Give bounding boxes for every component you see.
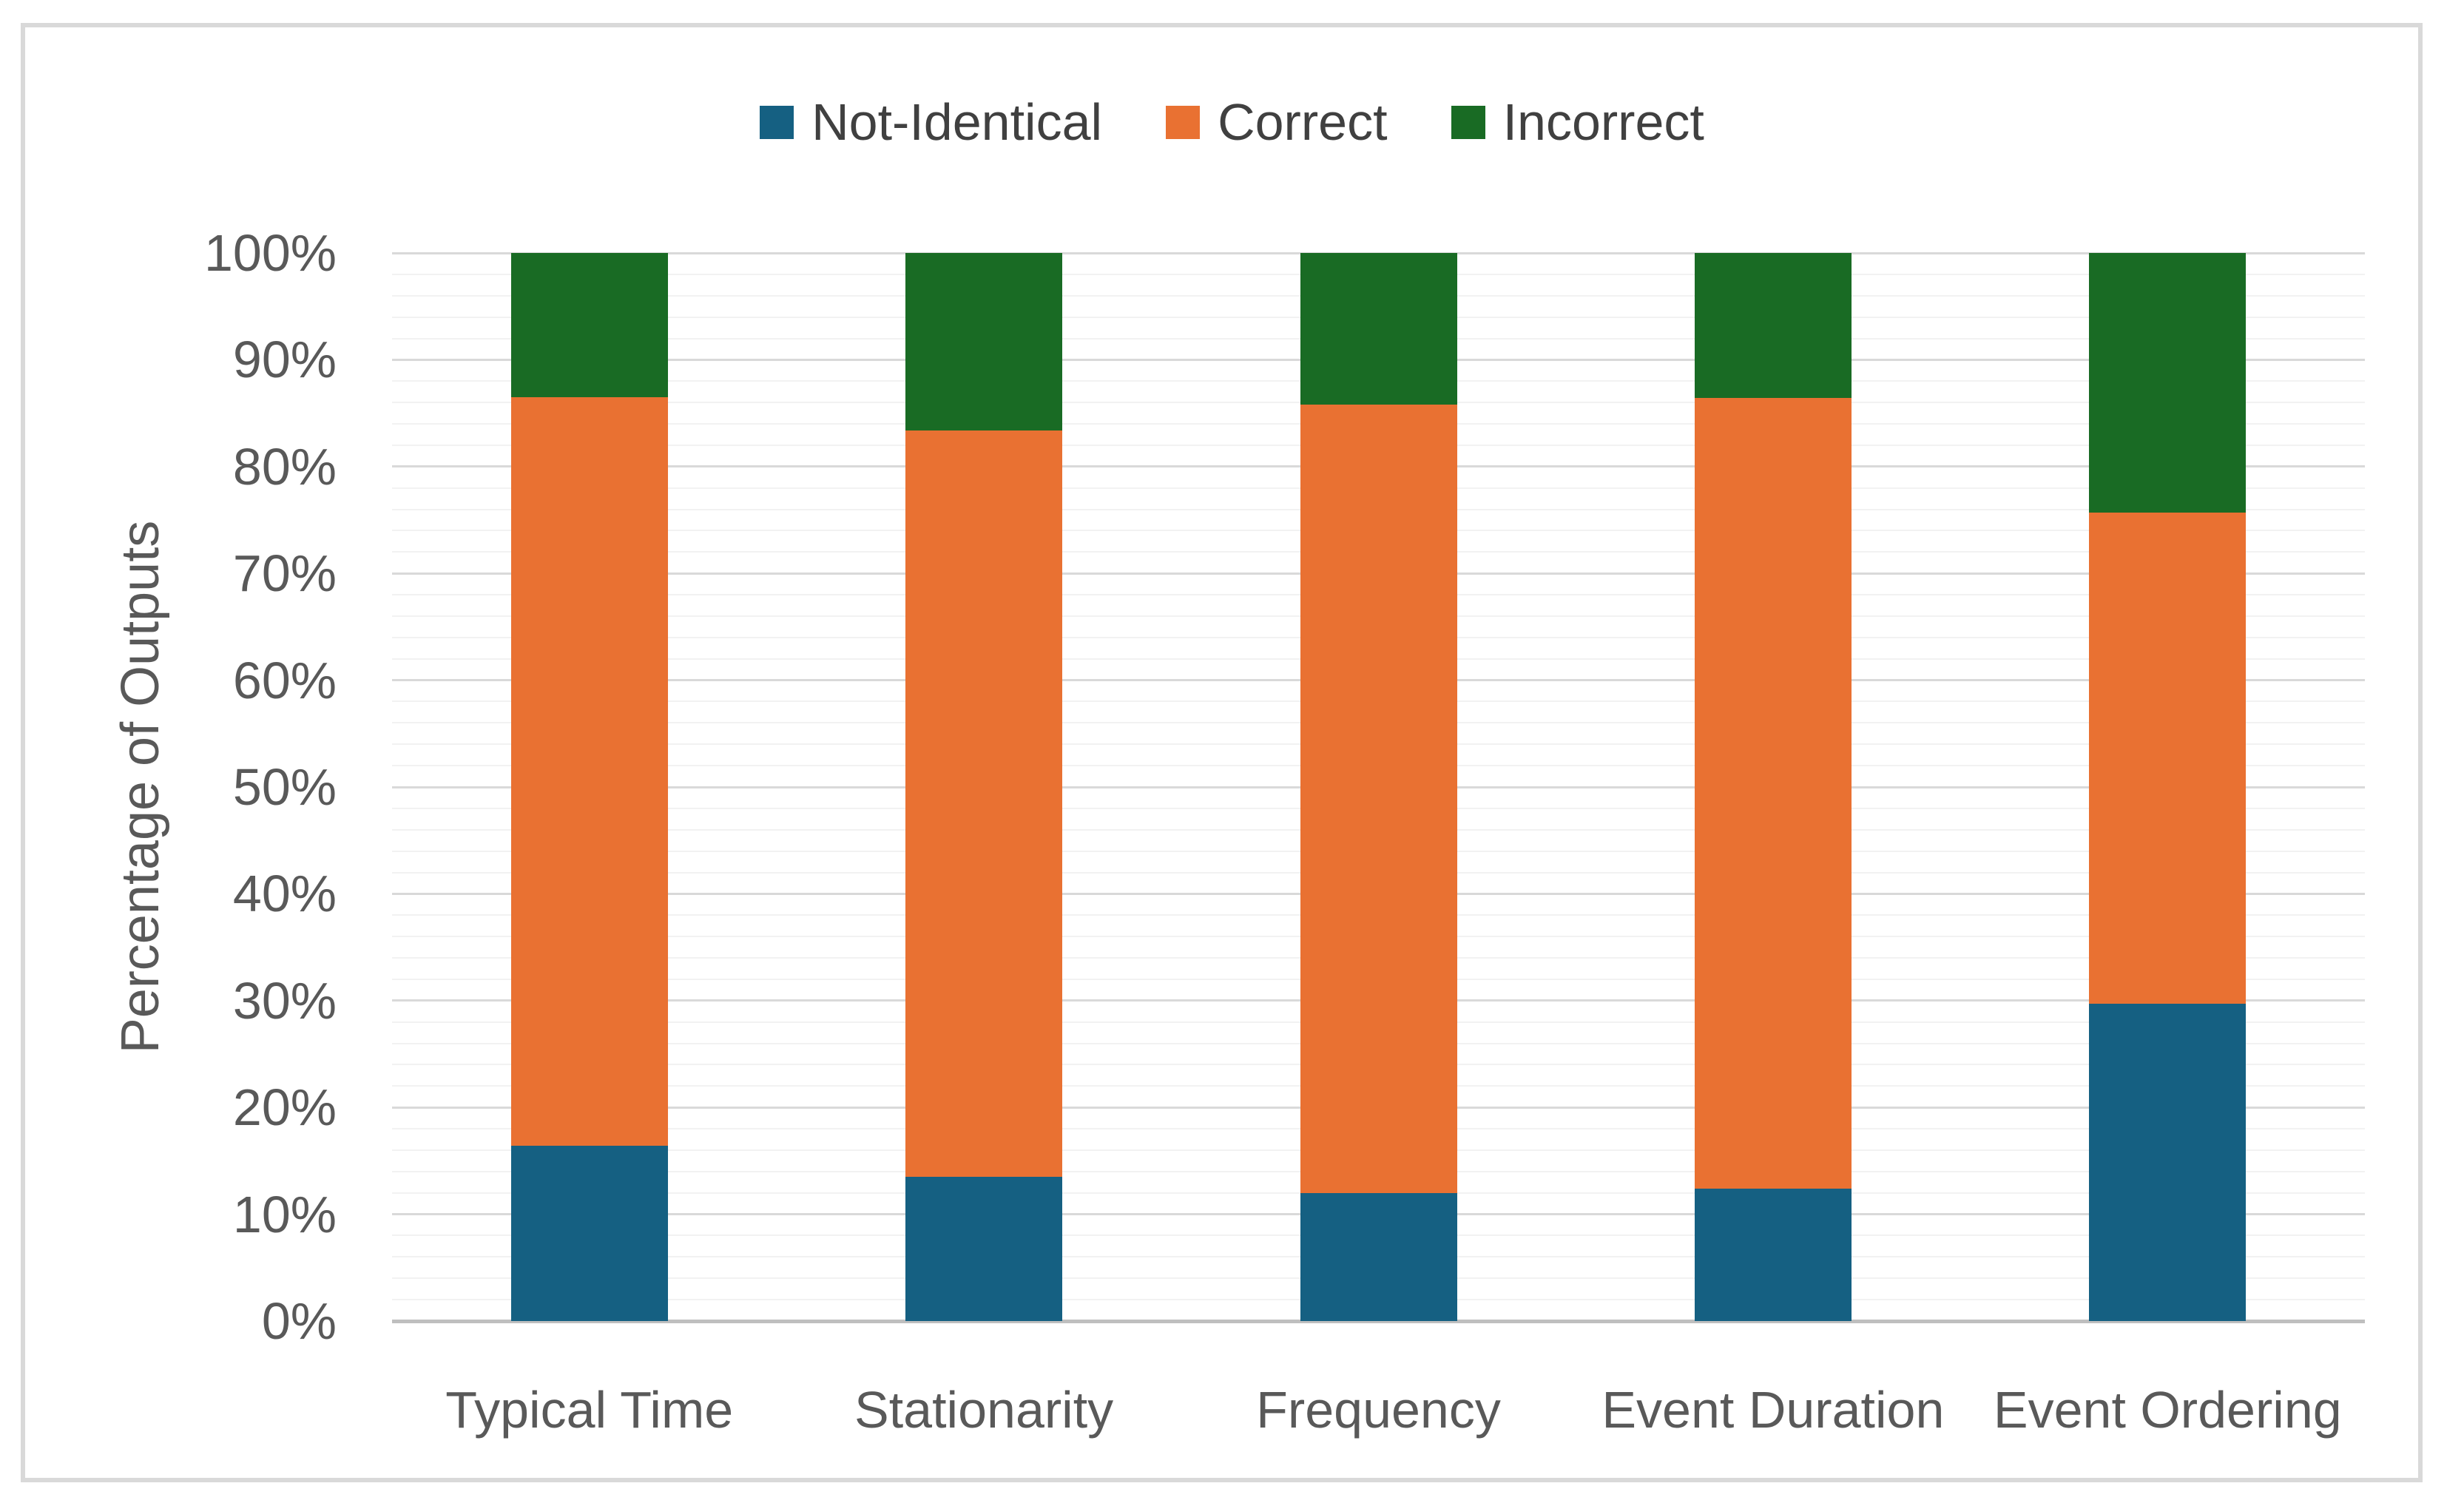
bar-segment-incorrect — [1694, 253, 1852, 399]
y-axis-tick-label: 50% — [232, 758, 337, 816]
y-axis-tick-label: 90% — [232, 331, 337, 389]
legend-swatch-icon — [760, 105, 794, 139]
bar-segment-not-identical — [1694, 1188, 1852, 1321]
bar-segment-incorrect — [905, 253, 1063, 430]
y-axis-tick-label: 10% — [232, 1185, 337, 1243]
legend-label: Not-Identical — [811, 93, 1103, 151]
legend-item-incorrect: Incorrect — [1451, 96, 1704, 148]
x-axis-category-label: Frequency — [1256, 1381, 1501, 1439]
bar-segment-incorrect — [510, 253, 668, 397]
bar-segment-correct — [1300, 405, 1457, 1193]
chart-border-frame — [21, 23, 2423, 1482]
y-axis-tick-label: 100% — [203, 224, 337, 282]
x-axis-line — [392, 1320, 2365, 1323]
x-axis-category-label: Stationarity — [854, 1381, 1114, 1439]
bar-segment-correct — [1694, 398, 1852, 1189]
bar-segment-incorrect — [1300, 253, 1457, 405]
legend-swatch-icon — [1451, 105, 1485, 139]
x-axis-category-label: Event Duration — [1601, 1381, 1945, 1439]
y-axis-tick-label: 0% — [261, 1292, 337, 1350]
bar-segment-not-identical — [905, 1177, 1063, 1321]
legend-swatch-icon — [1166, 105, 1201, 139]
bar-segment-not-identical — [1300, 1192, 1457, 1321]
legend: Not-Identical Correct Incorrect — [0, 77, 2464, 167]
legend-item-correct: Correct — [1166, 93, 1388, 151]
x-axis-category-label: Event Ordering — [1993, 1381, 2342, 1439]
legend-item-not-identical: Not-Identical — [760, 96, 1102, 148]
bar-segment-correct — [2089, 512, 2247, 1004]
bar-segment-correct — [905, 430, 1063, 1178]
y-axis-tick-label: 30% — [232, 971, 337, 1030]
y-axis-tick-label: 20% — [232, 1078, 337, 1137]
legend-label: Correct — [1218, 93, 1388, 151]
bar-segment-incorrect — [2089, 253, 2247, 513]
y-axis-tick-label: 80% — [232, 437, 337, 496]
y-axis-tick-label: 60% — [232, 651, 337, 709]
bar-segment-not-identical — [2089, 1004, 2247, 1321]
y-axis-tick-label: 40% — [232, 865, 337, 923]
bar-segment-correct — [510, 396, 668, 1146]
x-axis-category-label: Typical Time — [445, 1381, 734, 1439]
y-axis-tick-label: 70% — [232, 544, 337, 603]
bar-segment-not-identical — [510, 1146, 668, 1321]
legend-label: Incorrect — [1502, 93, 1704, 151]
